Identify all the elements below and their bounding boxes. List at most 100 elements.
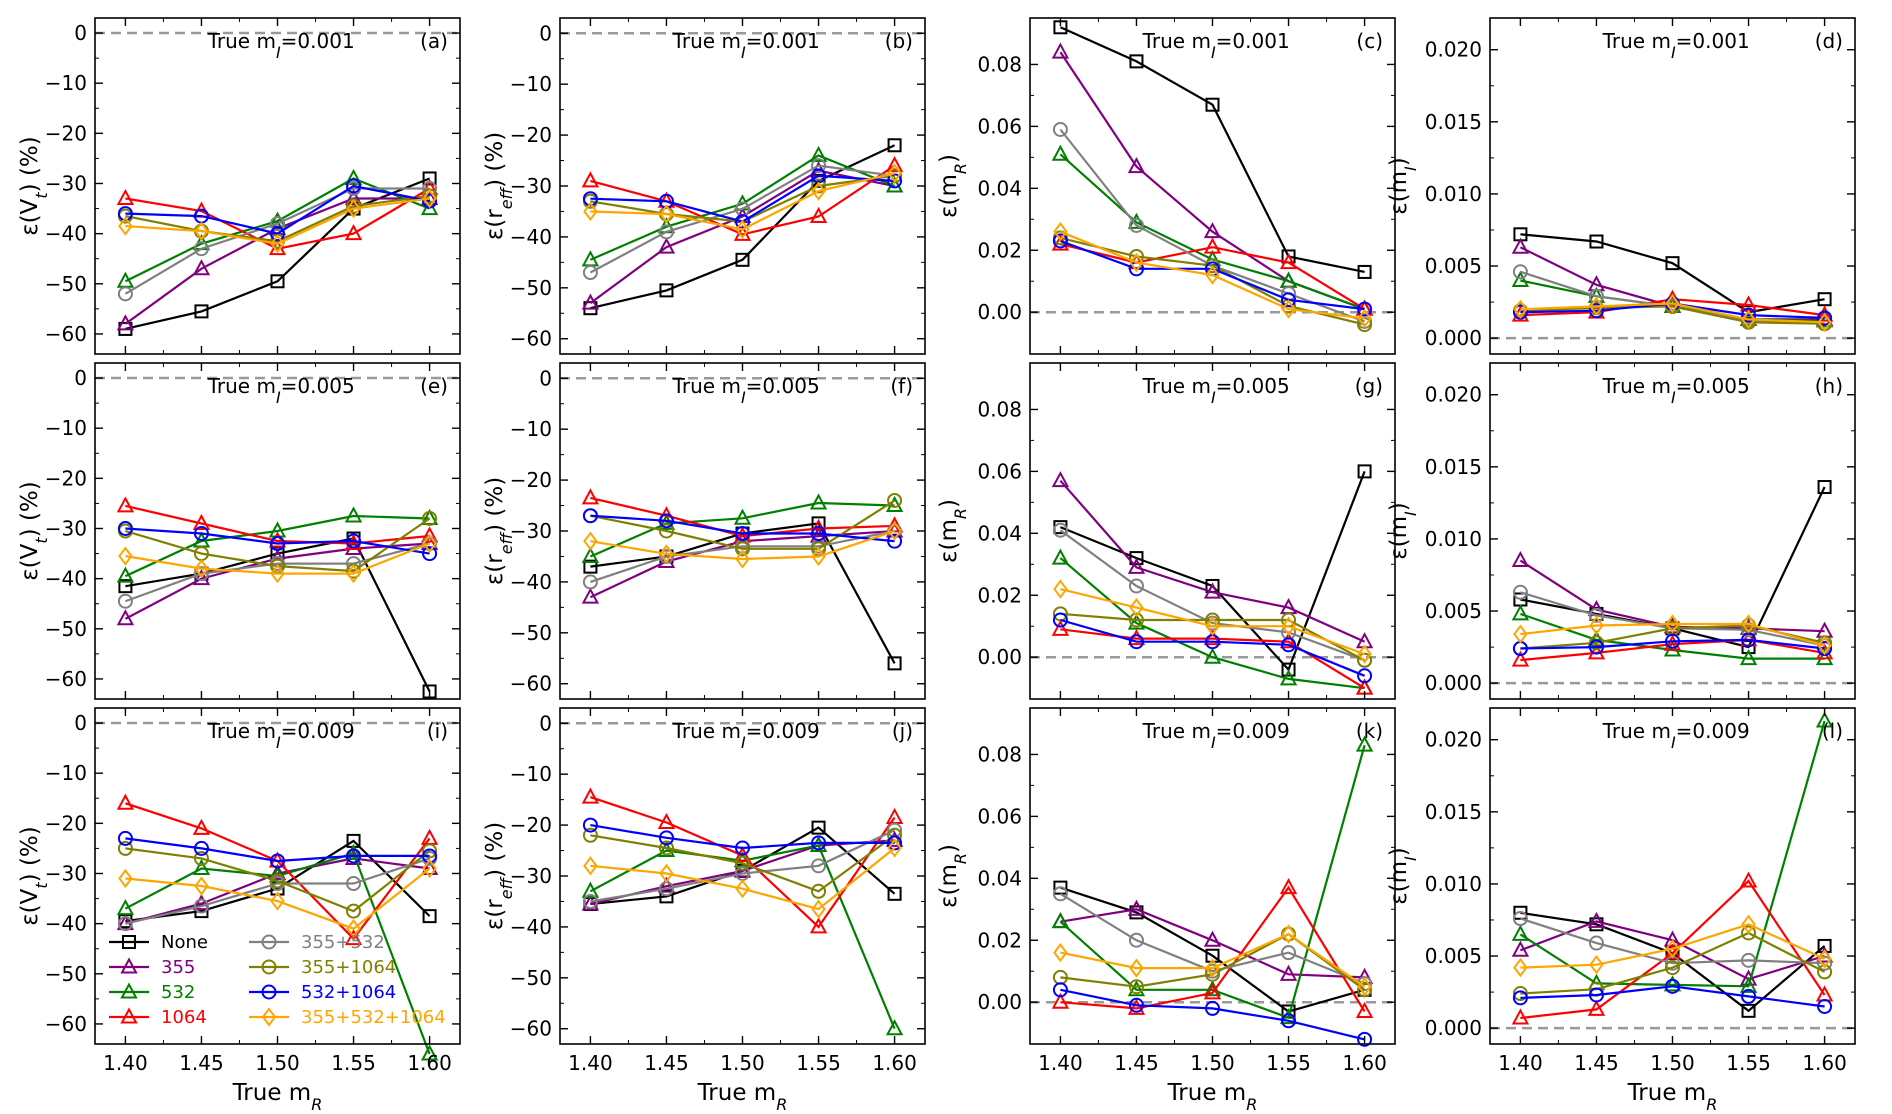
panel-letter: (i): [427, 719, 448, 743]
circle-marker: [1741, 307, 1757, 323]
x-tick-label: 1.55: [1726, 1051, 1771, 1075]
diamond-marker: [1357, 977, 1372, 997]
triangle-marker: [1663, 975, 1682, 992]
series-355-532-1064: [583, 838, 902, 919]
triangle-marker: [581, 881, 600, 898]
diamond-marker: [811, 899, 826, 919]
circle-marker: [1357, 1031, 1373, 1047]
circle-marker: [117, 206, 133, 222]
circle-marker: [658, 830, 674, 846]
circle-marker: [811, 178, 827, 194]
x-tick-label: 1.50: [1190, 1051, 1235, 1075]
x-tick-label: 1.45: [644, 1051, 689, 1075]
y-tick-label: −30: [510, 519, 552, 543]
label-part: =0.001: [281, 29, 355, 53]
square-marker: [1053, 880, 1068, 895]
circle-marker: [1588, 635, 1604, 651]
diamond-marker: [270, 891, 285, 911]
square-marker: [887, 656, 902, 671]
triangle-marker: [192, 818, 211, 835]
series-1064: [581, 787, 904, 934]
label-part: eff: [497, 530, 516, 554]
axes-frame: [94, 17, 461, 355]
triangle-marker: [657, 237, 676, 254]
circle-marker: [193, 840, 209, 856]
series-line: [125, 542, 430, 603]
circle-marker: [582, 817, 598, 833]
y-tick-label: 0.02: [977, 238, 1022, 262]
row-annotation: True mI=0.005: [1142, 374, 1290, 407]
circle-marker: [270, 216, 285, 232]
square-marker: [887, 886, 902, 901]
triangle-marker: [268, 863, 287, 880]
label-part: =0.001: [746, 29, 820, 53]
series-line: [124, 852, 431, 1055]
circle-marker: [1512, 990, 1528, 1006]
triangle-marker: [581, 171, 600, 188]
circle-marker: [811, 883, 827, 899]
diamond-marker: [1205, 958, 1220, 978]
square-marker: [811, 820, 826, 835]
y-tick-label: 0: [539, 366, 552, 390]
triangle-marker: [1663, 634, 1682, 651]
label-part: ε(m: [936, 174, 962, 218]
circle-marker: [811, 858, 827, 874]
circle-marker: [422, 843, 438, 859]
label-part: ) (%): [17, 136, 43, 192]
triangle-marker: [1511, 924, 1530, 941]
circle-marker: [658, 193, 674, 209]
label-part: I: [276, 43, 281, 62]
label-part: R: [951, 853, 970, 864]
circle-marker: [1281, 292, 1297, 308]
x-tick-label: 1.40: [103, 1051, 148, 1075]
circle-marker: [1588, 288, 1604, 304]
x-tick-label: 1.55: [331, 1051, 376, 1075]
triangle-marker: [1203, 983, 1222, 1000]
diamond-marker: [194, 221, 209, 241]
circle-marker: [422, 848, 438, 864]
diamond-marker: [422, 533, 437, 554]
y-tick-label: −50: [45, 962, 87, 986]
circle-marker: [1281, 637, 1297, 653]
series-line: [125, 184, 430, 235]
panel-letter: (k): [1356, 719, 1383, 743]
square-marker: [422, 171, 437, 186]
square-marker: [1589, 234, 1604, 249]
diamond-marker: [118, 216, 133, 236]
series-None: [1053, 20, 1372, 279]
y-tick-label: 0.06: [977, 114, 1022, 138]
axes-frame: [1029, 17, 1396, 355]
circle-marker: [1741, 988, 1757, 1004]
y-tick-label: 0.04: [977, 176, 1022, 200]
label-part: ): [936, 844, 962, 853]
triangle-marker: [1739, 649, 1758, 666]
series-355-532-1064: [583, 521, 902, 569]
circle-marker: [1357, 301, 1373, 317]
circle-marker: [582, 508, 598, 524]
diamond-marker: [1513, 957, 1528, 978]
panel-l: 1.40 1.45 1.50 1.55 1.60 0.000 0.005 0.010 0.015…: [1386, 707, 1856, 1114]
label-part: ε(m: [1386, 171, 1412, 215]
x-axis-label: True mR: [232, 1080, 323, 1114]
x-tick-label: 1.55: [796, 1051, 841, 1075]
triangle-marker: [1127, 980, 1146, 997]
circle-marker: [887, 827, 903, 843]
y-tick-label: −30: [45, 171, 87, 195]
diamond-marker: [1741, 614, 1756, 634]
series-532: [116, 843, 439, 1061]
label-part: I: [1401, 511, 1420, 516]
circle-marker: [117, 286, 133, 302]
panel-e: 0 −10 −20 −30 −40 −50 −60 ε(Vt) (%) True mI=0.00…: [17, 362, 461, 700]
y-tick-label: 0.08: [977, 742, 1022, 766]
y-tick-label: −20: [510, 123, 552, 147]
circle-marker: [1357, 668, 1373, 684]
series-line: [590, 529, 895, 583]
panel-letter: (g): [1355, 374, 1383, 398]
circle-marker: [117, 840, 133, 856]
series-532-1064: [582, 817, 903, 856]
circle-marker: [582, 893, 598, 909]
series-line: [1059, 51, 1365, 311]
circle-marker: [811, 526, 827, 542]
label-part: eff: [497, 875, 516, 899]
diamond-marker: [1053, 579, 1068, 599]
